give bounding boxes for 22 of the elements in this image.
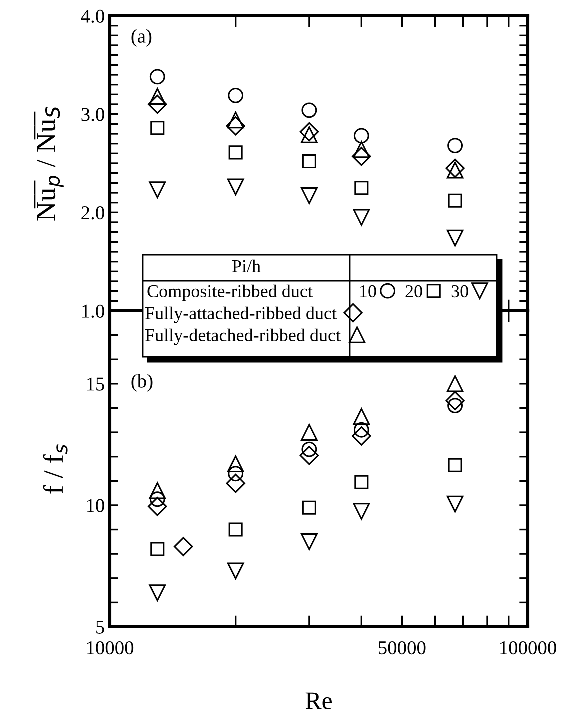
y-axis-title: N̅u̅$_{p}$ / N̅u̅$_{S}$ [34, 106, 64, 221]
x-tick-label: 10000 [87, 641, 134, 655]
y-axis-title: f / f$_{s}$ [43, 444, 68, 494]
legend-label: Fully-attached-ribbed duct [146, 306, 337, 324]
y-tick-label: 3.0 [82, 108, 104, 122]
legend-title: Pi/h [232, 260, 261, 273]
legend-label: Fully-detached-ribbed duct [146, 328, 341, 346]
y-tick-label: 5 [96, 621, 104, 634]
x-axis-title: Re [306, 692, 332, 710]
y-tick-label: 15 [87, 378, 104, 391]
y-tick-label: 2.0 [82, 206, 104, 220]
legend-label: 30 [452, 285, 468, 298]
y-tick-label: 10 [87, 499, 104, 512]
y-tick-label: 1.0 [82, 304, 104, 318]
legend-label: 20 [406, 285, 422, 298]
x-tick-label: 100000 [500, 641, 556, 655]
x-tick-label: 50000 [378, 641, 426, 655]
y-tick-label: 4.0 [81, 10, 104, 24]
annotation: (a) [132, 29, 152, 47]
legend-label: 10 [360, 285, 376, 298]
annotation: Composite-ribbed duct [148, 284, 313, 302]
annotation: (b) [132, 374, 153, 392]
